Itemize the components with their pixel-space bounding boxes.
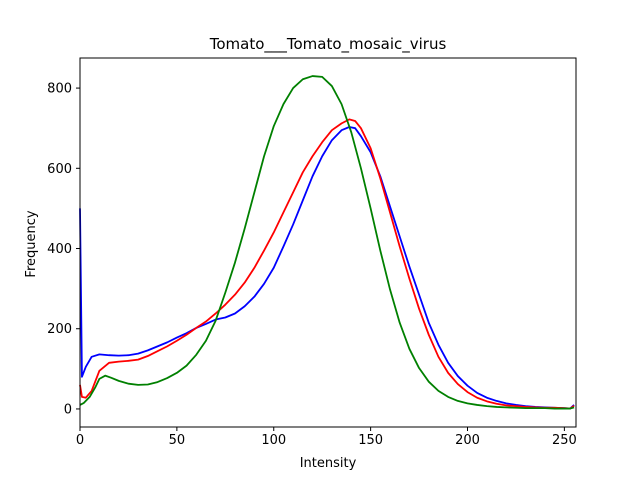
- y-tick-label: 400: [47, 242, 72, 257]
- x-tick-label: 50: [169, 433, 186, 448]
- plot-frame: [79, 57, 577, 428]
- series-line-3: [79, 75, 575, 410]
- y-tick-label: 0: [64, 402, 72, 417]
- x-tick-label: 0: [76, 433, 84, 448]
- y-tick-label: 200: [47, 322, 72, 337]
- x-tick-label: 200: [455, 433, 480, 448]
- series-line-1: [79, 126, 575, 410]
- chart-title: Tomato___Tomato_mosaic_virus: [209, 35, 447, 54]
- x-tick-label: 150: [358, 433, 383, 448]
- series-line-2: [79, 118, 575, 410]
- y-axis-label: Frequency: [24, 210, 39, 277]
- series-layer: [79, 75, 575, 410]
- x-tick-label: 250: [552, 433, 577, 448]
- y-tick-label: 600: [47, 162, 72, 177]
- y-axis: 0 200 400 600 800: [47, 82, 80, 417]
- plot-area: 0 50 100 150 200 250 0 200 400 600 800: [47, 57, 577, 448]
- x-axis: 0 50 100 150 200 250: [76, 427, 577, 448]
- x-axis-label: Intensity: [300, 456, 357, 471]
- x-tick-label: 100: [261, 433, 286, 448]
- y-tick-label: 800: [47, 82, 72, 97]
